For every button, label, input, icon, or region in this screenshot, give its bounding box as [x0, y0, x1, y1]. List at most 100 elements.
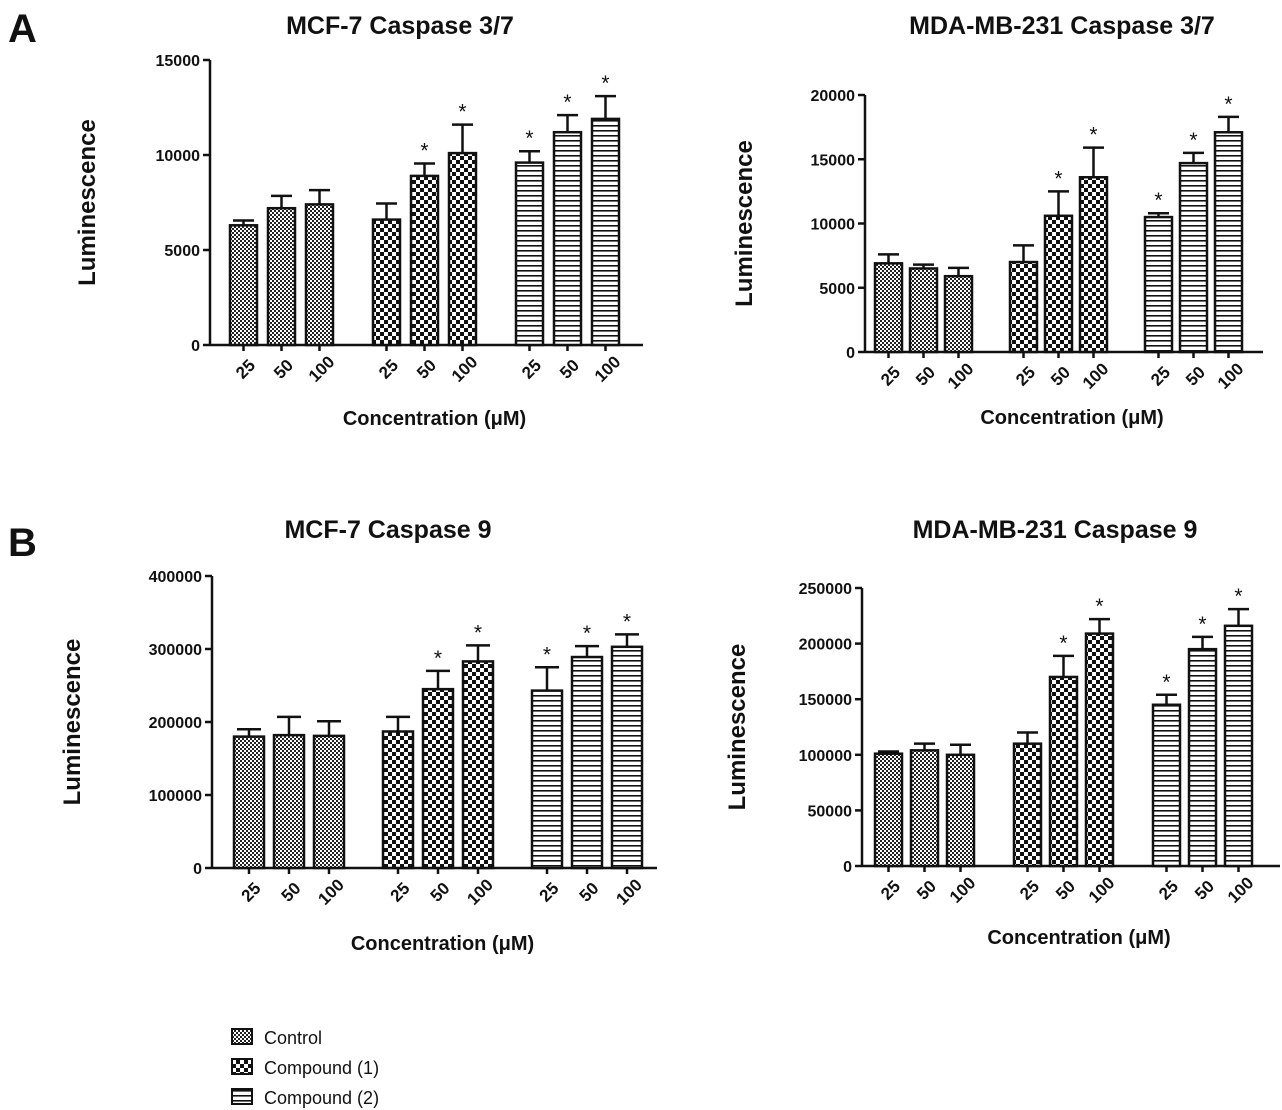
bar-compound-1	[371, 218, 402, 347]
panel-label-a: A	[8, 7, 37, 51]
y-tick-label: 0	[191, 338, 200, 355]
x-tick-label: 50	[913, 877, 940, 904]
y-tick-label: 15000	[811, 152, 856, 169]
x-tick-label: 100	[1224, 873, 1257, 906]
x-tick-label: 25	[877, 363, 904, 390]
significance-marker: *	[434, 647, 442, 670]
x-tick-label: 25	[1147, 363, 1174, 390]
legend-swatch-compound-1	[231, 1058, 253, 1075]
x-tick-label: 50	[1047, 363, 1074, 390]
chart-1: MCF-7 Caspase 3/7 Luminescence Concentrati…	[74, 12, 643, 430]
x-axis-label: Concentration (μM)	[343, 408, 526, 430]
y-tick-label: 300000	[149, 642, 202, 659]
x-tick-label: 50	[427, 879, 454, 906]
significance-marker: *	[1198, 613, 1206, 636]
bar-compound-2	[530, 689, 564, 870]
significance-marker: *	[474, 621, 482, 644]
chart-3: MCF-7 Caspase 9 Luminescence Concentration…	[59, 516, 657, 955]
y-tick-label: 0	[846, 345, 855, 362]
x-tick-label: 50	[1182, 363, 1209, 390]
x-tick-label: 25	[518, 356, 545, 383]
bar-compound-1	[1048, 675, 1079, 868]
y-tick-label: 0	[843, 859, 852, 876]
bar-compound-2	[1151, 703, 1182, 868]
x-tick-label: 25	[375, 356, 402, 383]
x-tick-label: 50	[556, 356, 583, 383]
bar-compound-1	[461, 660, 495, 870]
x-tick-label: 100	[448, 352, 481, 385]
y-tick-label: 400000	[149, 569, 202, 586]
x-tick-label: 100	[946, 873, 979, 906]
significance-marker: *	[1059, 632, 1067, 655]
bar-compound-2	[514, 161, 545, 347]
y-tick-label: 10000	[156, 148, 201, 165]
bar-compound-1	[1084, 632, 1115, 868]
bar-control	[873, 262, 904, 354]
y-tick-label: 200000	[149, 715, 202, 732]
significance-marker: *	[601, 72, 609, 95]
y-axis-label: Luminescence	[731, 140, 758, 307]
x-tick-label: 25	[1012, 363, 1039, 390]
legend-label-compound-2: Compound (2)	[264, 1088, 379, 1108]
x-tick-label: 100	[314, 875, 347, 908]
chart-title: MDA-MB-231 Caspase 3/7	[909, 12, 1215, 40]
y-tick-label: 5000	[164, 243, 200, 260]
bar-compound-1	[447, 151, 478, 347]
bar-control	[873, 752, 904, 868]
y-axis-label: Luminescence	[74, 119, 101, 286]
x-tick-label: 25	[387, 879, 414, 906]
significance-marker: *	[623, 610, 631, 633]
y-tick-label: 250000	[799, 581, 852, 598]
significance-marker: *	[1154, 189, 1162, 212]
x-tick-label: 25	[1016, 877, 1043, 904]
y-tick-label: 150000	[799, 692, 852, 709]
bar-compound-2	[1223, 624, 1254, 868]
x-tick-label: 25	[238, 879, 265, 906]
bar-compound-2	[610, 645, 644, 870]
x-tick-label: 100	[944, 359, 977, 392]
x-tick-label: 100	[463, 875, 496, 908]
x-tick-label: 100	[591, 352, 624, 385]
bar-control	[228, 224, 259, 347]
chart-title: MCF-7 Caspase 3/7	[286, 12, 514, 40]
chart-2: MDA-MB-231 Caspase 3/7 Luminescence Concen…	[731, 12, 1263, 429]
x-tick-label: 100	[1079, 359, 1112, 392]
bar-control	[909, 749, 940, 868]
bar-compound-1	[409, 174, 440, 347]
y-tick-label: 0	[193, 861, 202, 878]
bar-control	[908, 267, 939, 354]
x-tick-label: 50	[1052, 877, 1079, 904]
legend-swatch-compound-2	[231, 1088, 253, 1105]
x-axis-label: Concentration (μM)	[980, 407, 1163, 429]
bar-control	[304, 203, 335, 347]
y-tick-label: 5000	[819, 281, 855, 298]
x-tick-label: 50	[413, 356, 440, 383]
y-axis-label: Luminescence	[724, 644, 751, 811]
y-axis-label: Luminescence	[59, 639, 86, 806]
bar-compound-1	[1012, 742, 1043, 868]
significance-marker: *	[458, 101, 466, 124]
significance-marker: *	[1189, 129, 1197, 152]
bar-compound-1	[1078, 175, 1109, 354]
x-tick-label: 100	[612, 875, 645, 908]
bar-compound-2	[1143, 215, 1174, 354]
legend-label-control: Control	[264, 1028, 322, 1048]
significance-marker: *	[1234, 585, 1242, 608]
y-tick-label: 15000	[156, 53, 201, 70]
x-tick-label: 50	[1191, 877, 1218, 904]
y-tick-label: 20000	[811, 88, 856, 105]
bar-control	[272, 733, 306, 870]
significance-marker: *	[1089, 124, 1097, 147]
x-tick-label: 25	[1155, 877, 1182, 904]
significance-marker: *	[1224, 93, 1232, 116]
significance-marker: *	[543, 643, 551, 666]
x-tick-label: 50	[912, 363, 939, 390]
x-tick-label: 100	[1214, 359, 1247, 392]
bar-compound-2	[570, 655, 604, 870]
significance-marker: *	[563, 91, 571, 114]
x-tick-label: 50	[576, 879, 603, 906]
y-tick-label: 200000	[799, 637, 852, 654]
x-tick-label: 100	[305, 352, 338, 385]
y-tick-label: 10000	[811, 217, 856, 234]
y-tick-label: 50000	[808, 803, 853, 820]
